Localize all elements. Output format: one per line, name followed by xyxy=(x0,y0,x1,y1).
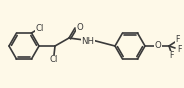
Text: O: O xyxy=(77,23,83,32)
Text: NH: NH xyxy=(82,37,95,45)
Text: O: O xyxy=(155,42,161,51)
Text: Cl: Cl xyxy=(35,23,44,32)
Text: F: F xyxy=(177,45,181,54)
Text: Cl: Cl xyxy=(50,56,58,65)
Text: F: F xyxy=(170,51,174,61)
Text: F: F xyxy=(176,35,180,45)
